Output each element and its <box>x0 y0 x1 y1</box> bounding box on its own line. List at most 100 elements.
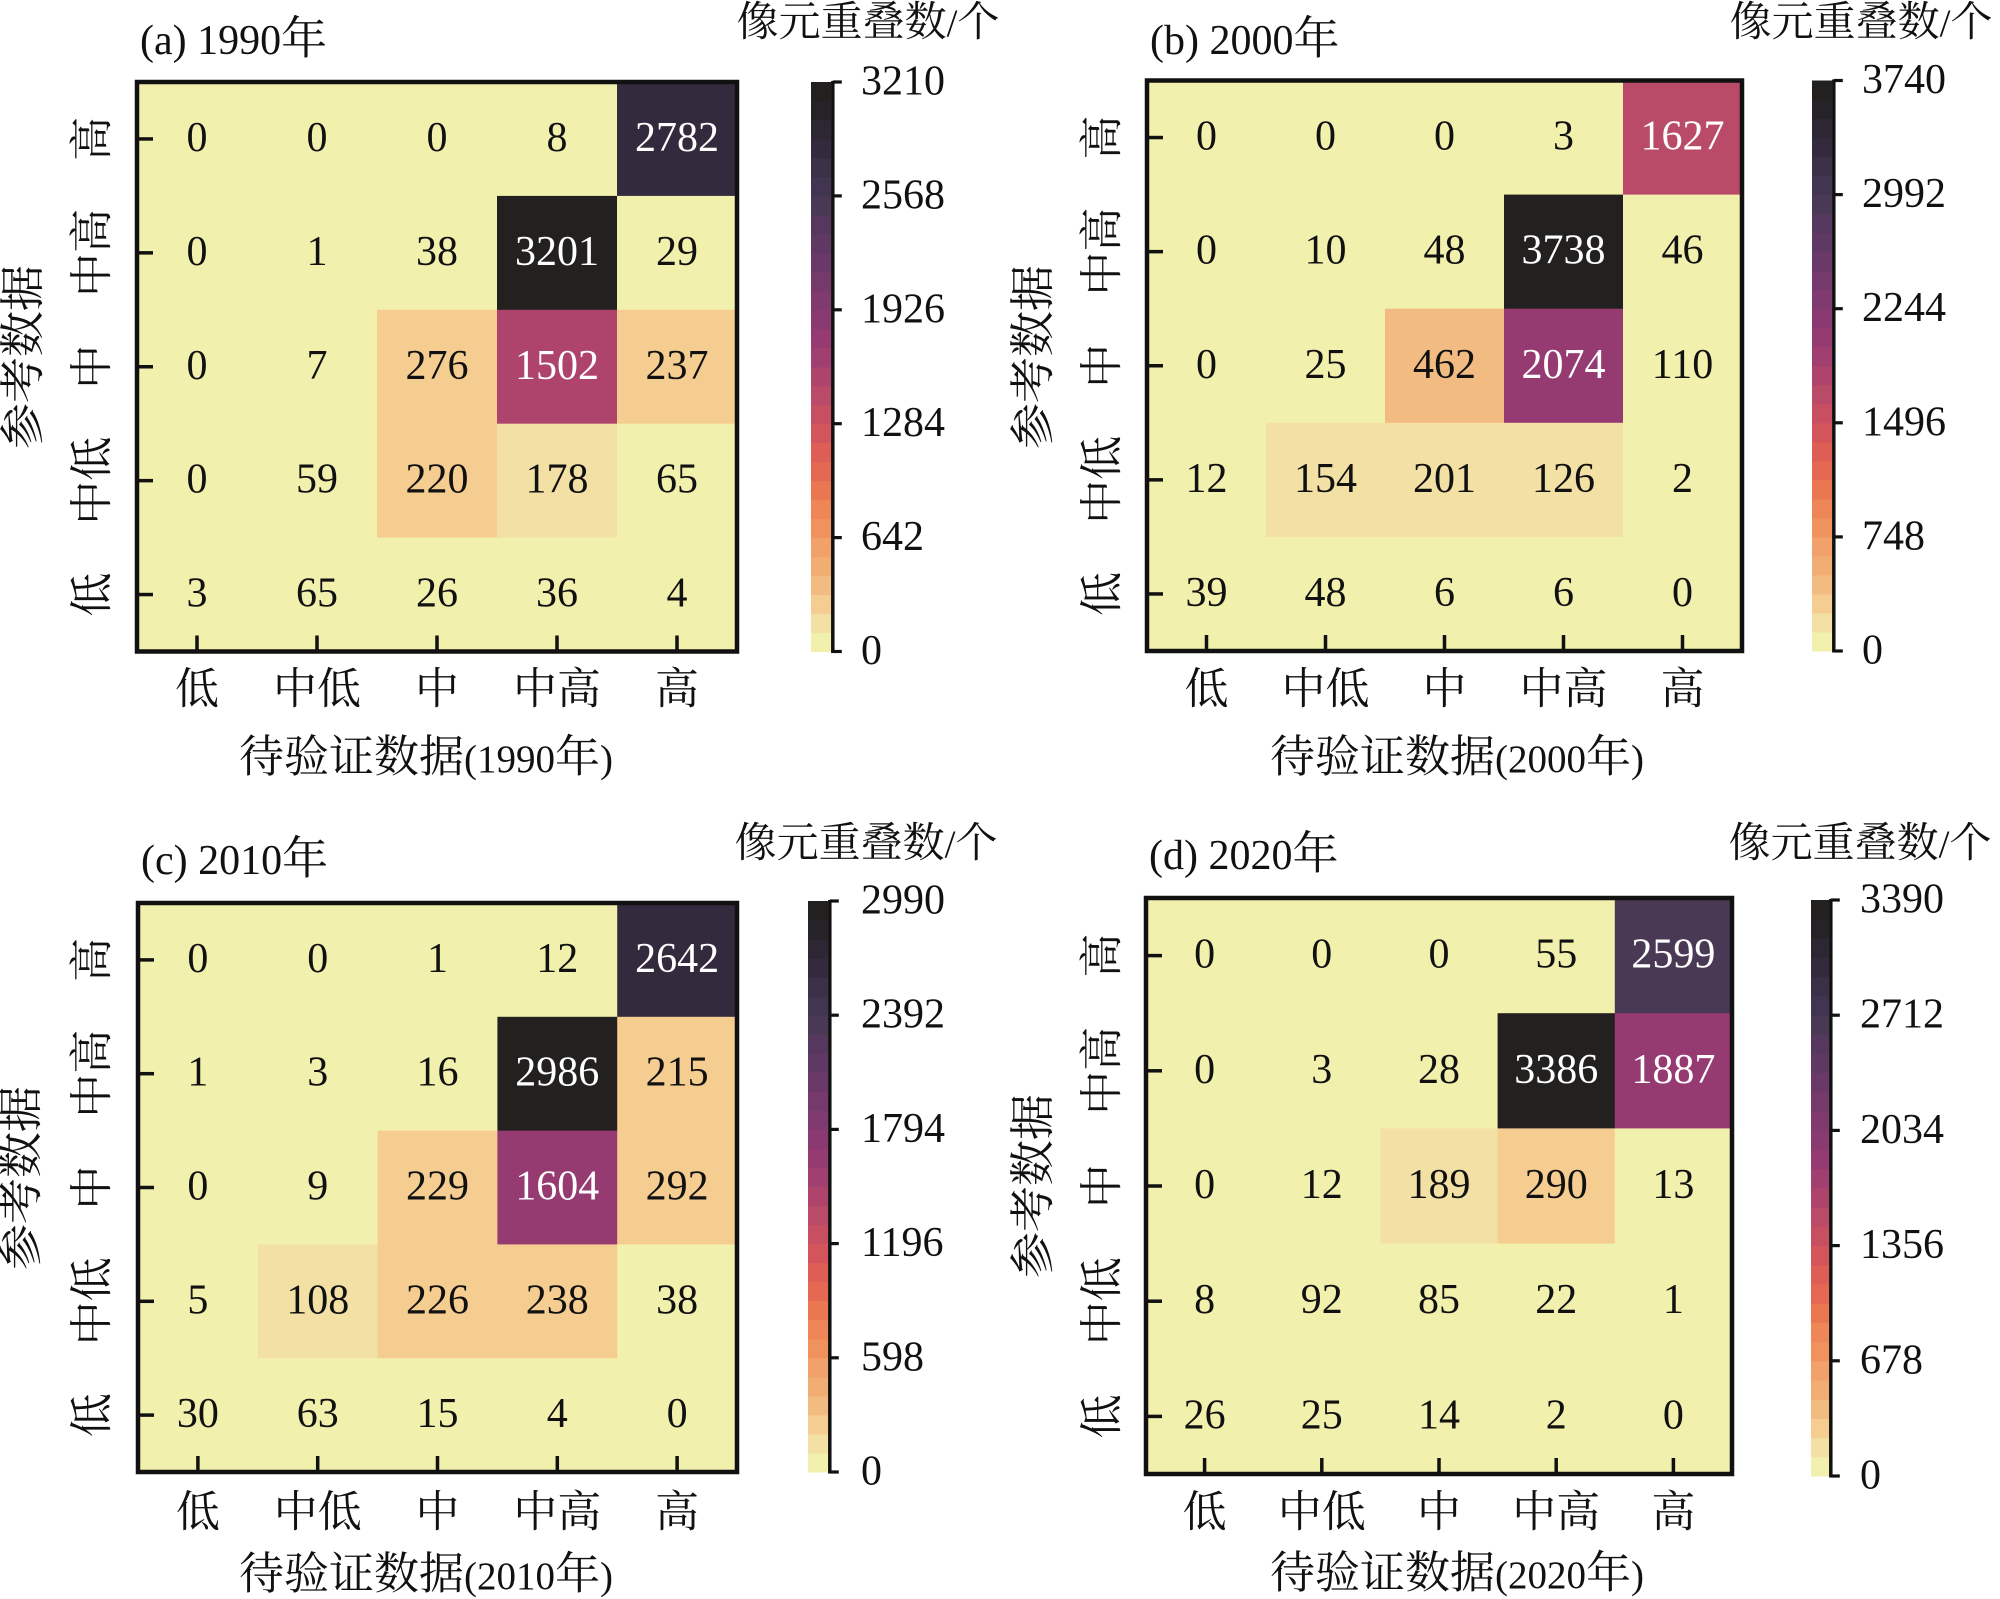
svg-text:3210: 3210 <box>861 59 945 105</box>
svg-text:3738: 3738 <box>1522 228 1606 274</box>
svg-text:26: 26 <box>416 571 458 617</box>
svg-text:25: 25 <box>1301 1392 1343 1438</box>
svg-text:0: 0 <box>1663 1392 1684 1438</box>
svg-text:0: 0 <box>427 115 448 161</box>
svg-text:229: 229 <box>406 1164 469 1210</box>
svg-text:65: 65 <box>656 457 698 503</box>
svg-text:1496: 1496 <box>1862 399 1946 445</box>
svg-text:(d) 2020: (d) 2020 <box>1149 833 1292 879</box>
svg-text:748: 748 <box>1862 513 1925 559</box>
svg-text:12: 12 <box>1186 456 1228 502</box>
svg-text:10: 10 <box>1305 228 1347 274</box>
svg-text:38: 38 <box>656 1277 698 1323</box>
svg-text:0: 0 <box>307 115 328 161</box>
svg-text:): ) <box>1631 738 1644 781</box>
svg-text:): ) <box>600 1555 613 1598</box>
svg-text:3201: 3201 <box>515 229 599 275</box>
svg-text:678: 678 <box>1860 1337 1923 1383</box>
svg-text:65: 65 <box>296 571 338 617</box>
svg-text:2712: 2712 <box>1860 992 1944 1038</box>
svg-text:4: 4 <box>547 1391 568 1437</box>
svg-text:(2020: (2020 <box>1495 1554 1586 1597</box>
svg-text:0: 0 <box>187 1164 208 1210</box>
svg-text:292: 292 <box>646 1164 709 1210</box>
svg-text:126: 126 <box>1532 456 1595 502</box>
svg-text:1284: 1284 <box>861 400 945 446</box>
svg-text:462: 462 <box>1413 342 1476 388</box>
svg-text:92: 92 <box>1301 1277 1343 1323</box>
svg-text:0: 0 <box>1429 932 1450 978</box>
svg-text:189: 189 <box>1408 1162 1471 1208</box>
svg-text:26: 26 <box>1184 1392 1226 1438</box>
svg-text:48: 48 <box>1424 228 1466 274</box>
svg-text:598: 598 <box>861 1334 924 1380</box>
svg-text:237: 237 <box>646 343 709 389</box>
svg-text:226: 226 <box>406 1277 469 1323</box>
svg-text:46: 46 <box>1662 228 1704 274</box>
svg-text:201: 201 <box>1413 456 1476 502</box>
svg-text:5: 5 <box>187 1277 208 1323</box>
svg-text:2986: 2986 <box>515 1050 599 1096</box>
svg-text:238: 238 <box>526 1277 589 1323</box>
svg-text:(2010: (2010 <box>464 1555 555 1598</box>
svg-text:3386: 3386 <box>1514 1047 1598 1093</box>
svg-text:0: 0 <box>1194 932 1215 978</box>
svg-text:(2000: (2000 <box>1495 738 1586 781</box>
svg-text:(a) 1990: (a) 1990 <box>140 18 281 64</box>
svg-text:2990: 2990 <box>861 878 945 924</box>
svg-text:0: 0 <box>1311 932 1332 978</box>
svg-text:1356: 1356 <box>1860 1222 1944 1268</box>
svg-text:22: 22 <box>1535 1277 1577 1323</box>
svg-text:(c) 2010: (c) 2010 <box>141 838 282 884</box>
svg-text:36: 36 <box>536 571 578 617</box>
svg-text:0: 0 <box>187 343 208 389</box>
svg-text:0: 0 <box>1196 342 1217 388</box>
svg-text:2392: 2392 <box>861 992 945 1038</box>
svg-text:3: 3 <box>1553 114 1574 160</box>
svg-text:0: 0 <box>1196 228 1217 274</box>
svg-text:0: 0 <box>1434 114 1455 160</box>
svg-text:9: 9 <box>307 1164 328 1210</box>
svg-text:0: 0 <box>187 936 208 982</box>
svg-text:16: 16 <box>417 1050 459 1096</box>
svg-text:0: 0 <box>1672 570 1693 616</box>
svg-text:276: 276 <box>406 343 469 389</box>
svg-text:2782: 2782 <box>635 115 719 161</box>
svg-text:0: 0 <box>1194 1047 1215 1093</box>
svg-text:1926: 1926 <box>861 286 945 332</box>
svg-text:38: 38 <box>416 229 458 275</box>
svg-text:0: 0 <box>1315 114 1336 160</box>
svg-text:): ) <box>600 738 613 781</box>
svg-text:110: 110 <box>1652 342 1713 388</box>
svg-text:/: / <box>945 823 956 866</box>
svg-text:0: 0 <box>187 457 208 503</box>
svg-text:1887: 1887 <box>1631 1047 1715 1093</box>
svg-text:): ) <box>1631 1554 1644 1597</box>
svg-text:1604: 1604 <box>515 1164 599 1210</box>
svg-text:30: 30 <box>177 1391 219 1437</box>
svg-text:(b) 2000: (b) 2000 <box>1150 18 1293 64</box>
svg-text:63: 63 <box>297 1391 339 1437</box>
svg-text:642: 642 <box>861 514 924 560</box>
svg-text:1794: 1794 <box>861 1106 945 1152</box>
svg-text:39: 39 <box>1186 570 1228 616</box>
svg-text:15: 15 <box>417 1391 459 1437</box>
svg-text:6: 6 <box>1553 570 1574 616</box>
svg-text:0: 0 <box>187 229 208 275</box>
svg-text:0: 0 <box>1862 628 1883 674</box>
svg-text:1502: 1502 <box>515 343 599 389</box>
svg-text:1627: 1627 <box>1641 114 1725 160</box>
svg-text:178: 178 <box>526 457 589 503</box>
svg-text:28: 28 <box>1418 1047 1460 1093</box>
svg-text:0: 0 <box>187 115 208 161</box>
svg-text:3: 3 <box>187 571 208 617</box>
svg-text:154: 154 <box>1294 456 1357 502</box>
svg-text:0: 0 <box>307 936 328 982</box>
svg-text:8: 8 <box>1194 1277 1215 1323</box>
svg-text:13: 13 <box>1652 1162 1694 1208</box>
svg-text:1196: 1196 <box>861 1220 943 1266</box>
svg-text:2074: 2074 <box>1522 342 1606 388</box>
svg-text:8: 8 <box>547 115 568 161</box>
svg-text:(1990: (1990 <box>464 738 555 781</box>
svg-text:14: 14 <box>1418 1392 1460 1438</box>
